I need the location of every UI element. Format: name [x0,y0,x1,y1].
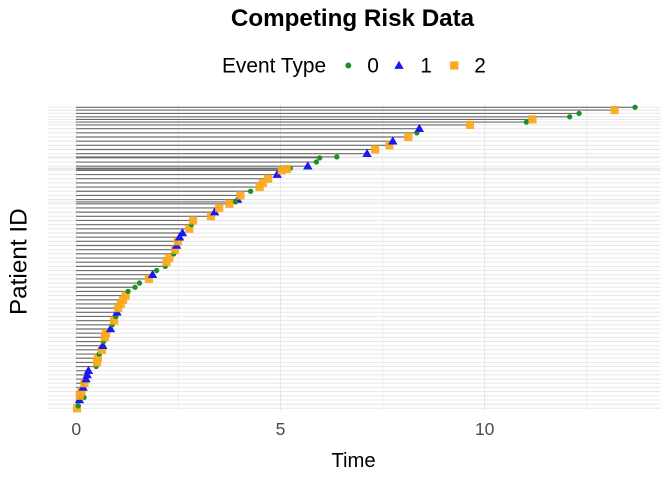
svg-text:Competing Risk Data: Competing Risk Data [231,5,475,32]
svg-text:Time: Time [331,450,375,472]
svg-text:0: 0 [367,55,379,78]
svg-text:0: 0 [71,419,81,439]
svg-text:10: 10 [475,419,495,439]
svg-text:5: 5 [276,419,286,439]
svg-text:1: 1 [420,55,432,78]
svg-text:2: 2 [474,55,486,78]
svg-text:Event Type: Event Type [222,55,326,78]
svg-text:Patient ID: Patient ID [6,208,33,315]
